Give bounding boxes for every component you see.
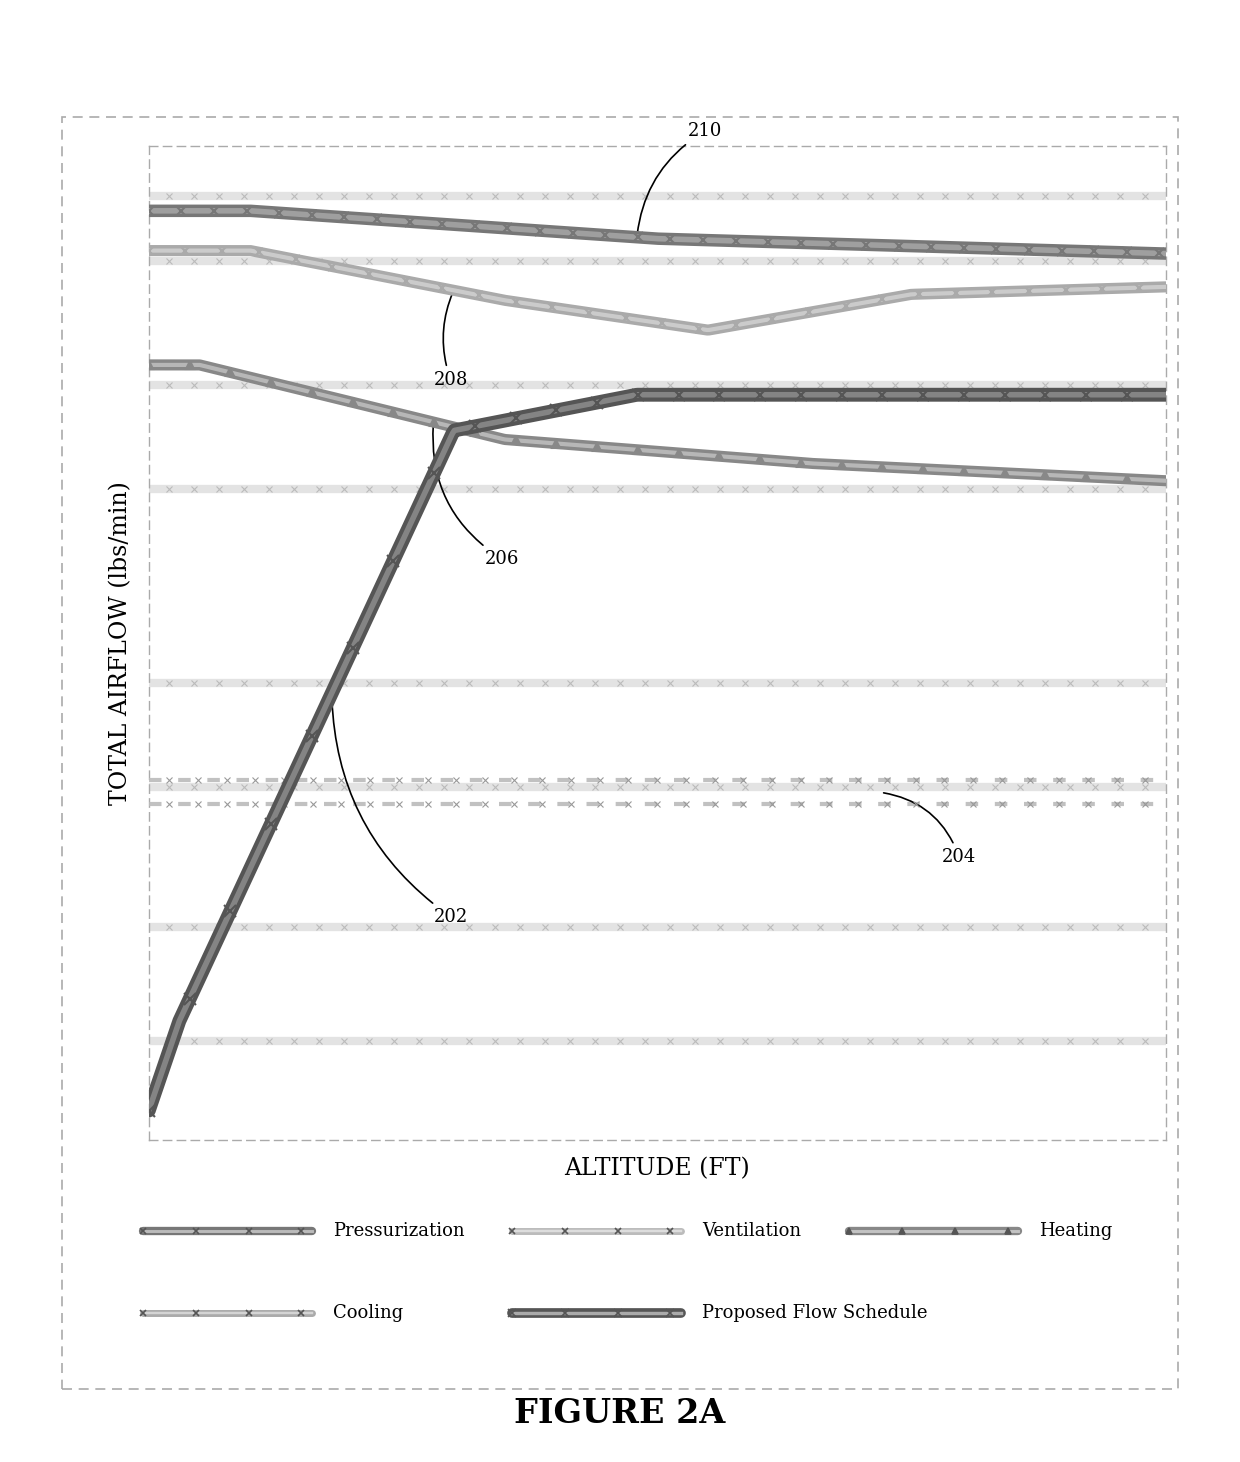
Text: 208: 208 [434, 292, 467, 389]
Text: FIGURE 2A: FIGURE 2A [515, 1396, 725, 1430]
Y-axis label: TOTAL AIRFLOW (lbs/min): TOTAL AIRFLOW (lbs/min) [109, 481, 133, 806]
Text: 202: 202 [332, 699, 467, 925]
Text: 206: 206 [433, 424, 518, 567]
Text: 204: 204 [884, 792, 976, 866]
X-axis label: ALTITUDE (FT): ALTITUDE (FT) [564, 1156, 750, 1180]
Text: Cooling: Cooling [332, 1304, 403, 1322]
Text: Heating: Heating [1039, 1222, 1112, 1240]
Text: Pressurization: Pressurization [332, 1222, 465, 1240]
Text: 210: 210 [637, 123, 722, 234]
Text: Ventilation: Ventilation [702, 1222, 801, 1240]
Text: Proposed Flow Schedule: Proposed Flow Schedule [702, 1304, 928, 1322]
